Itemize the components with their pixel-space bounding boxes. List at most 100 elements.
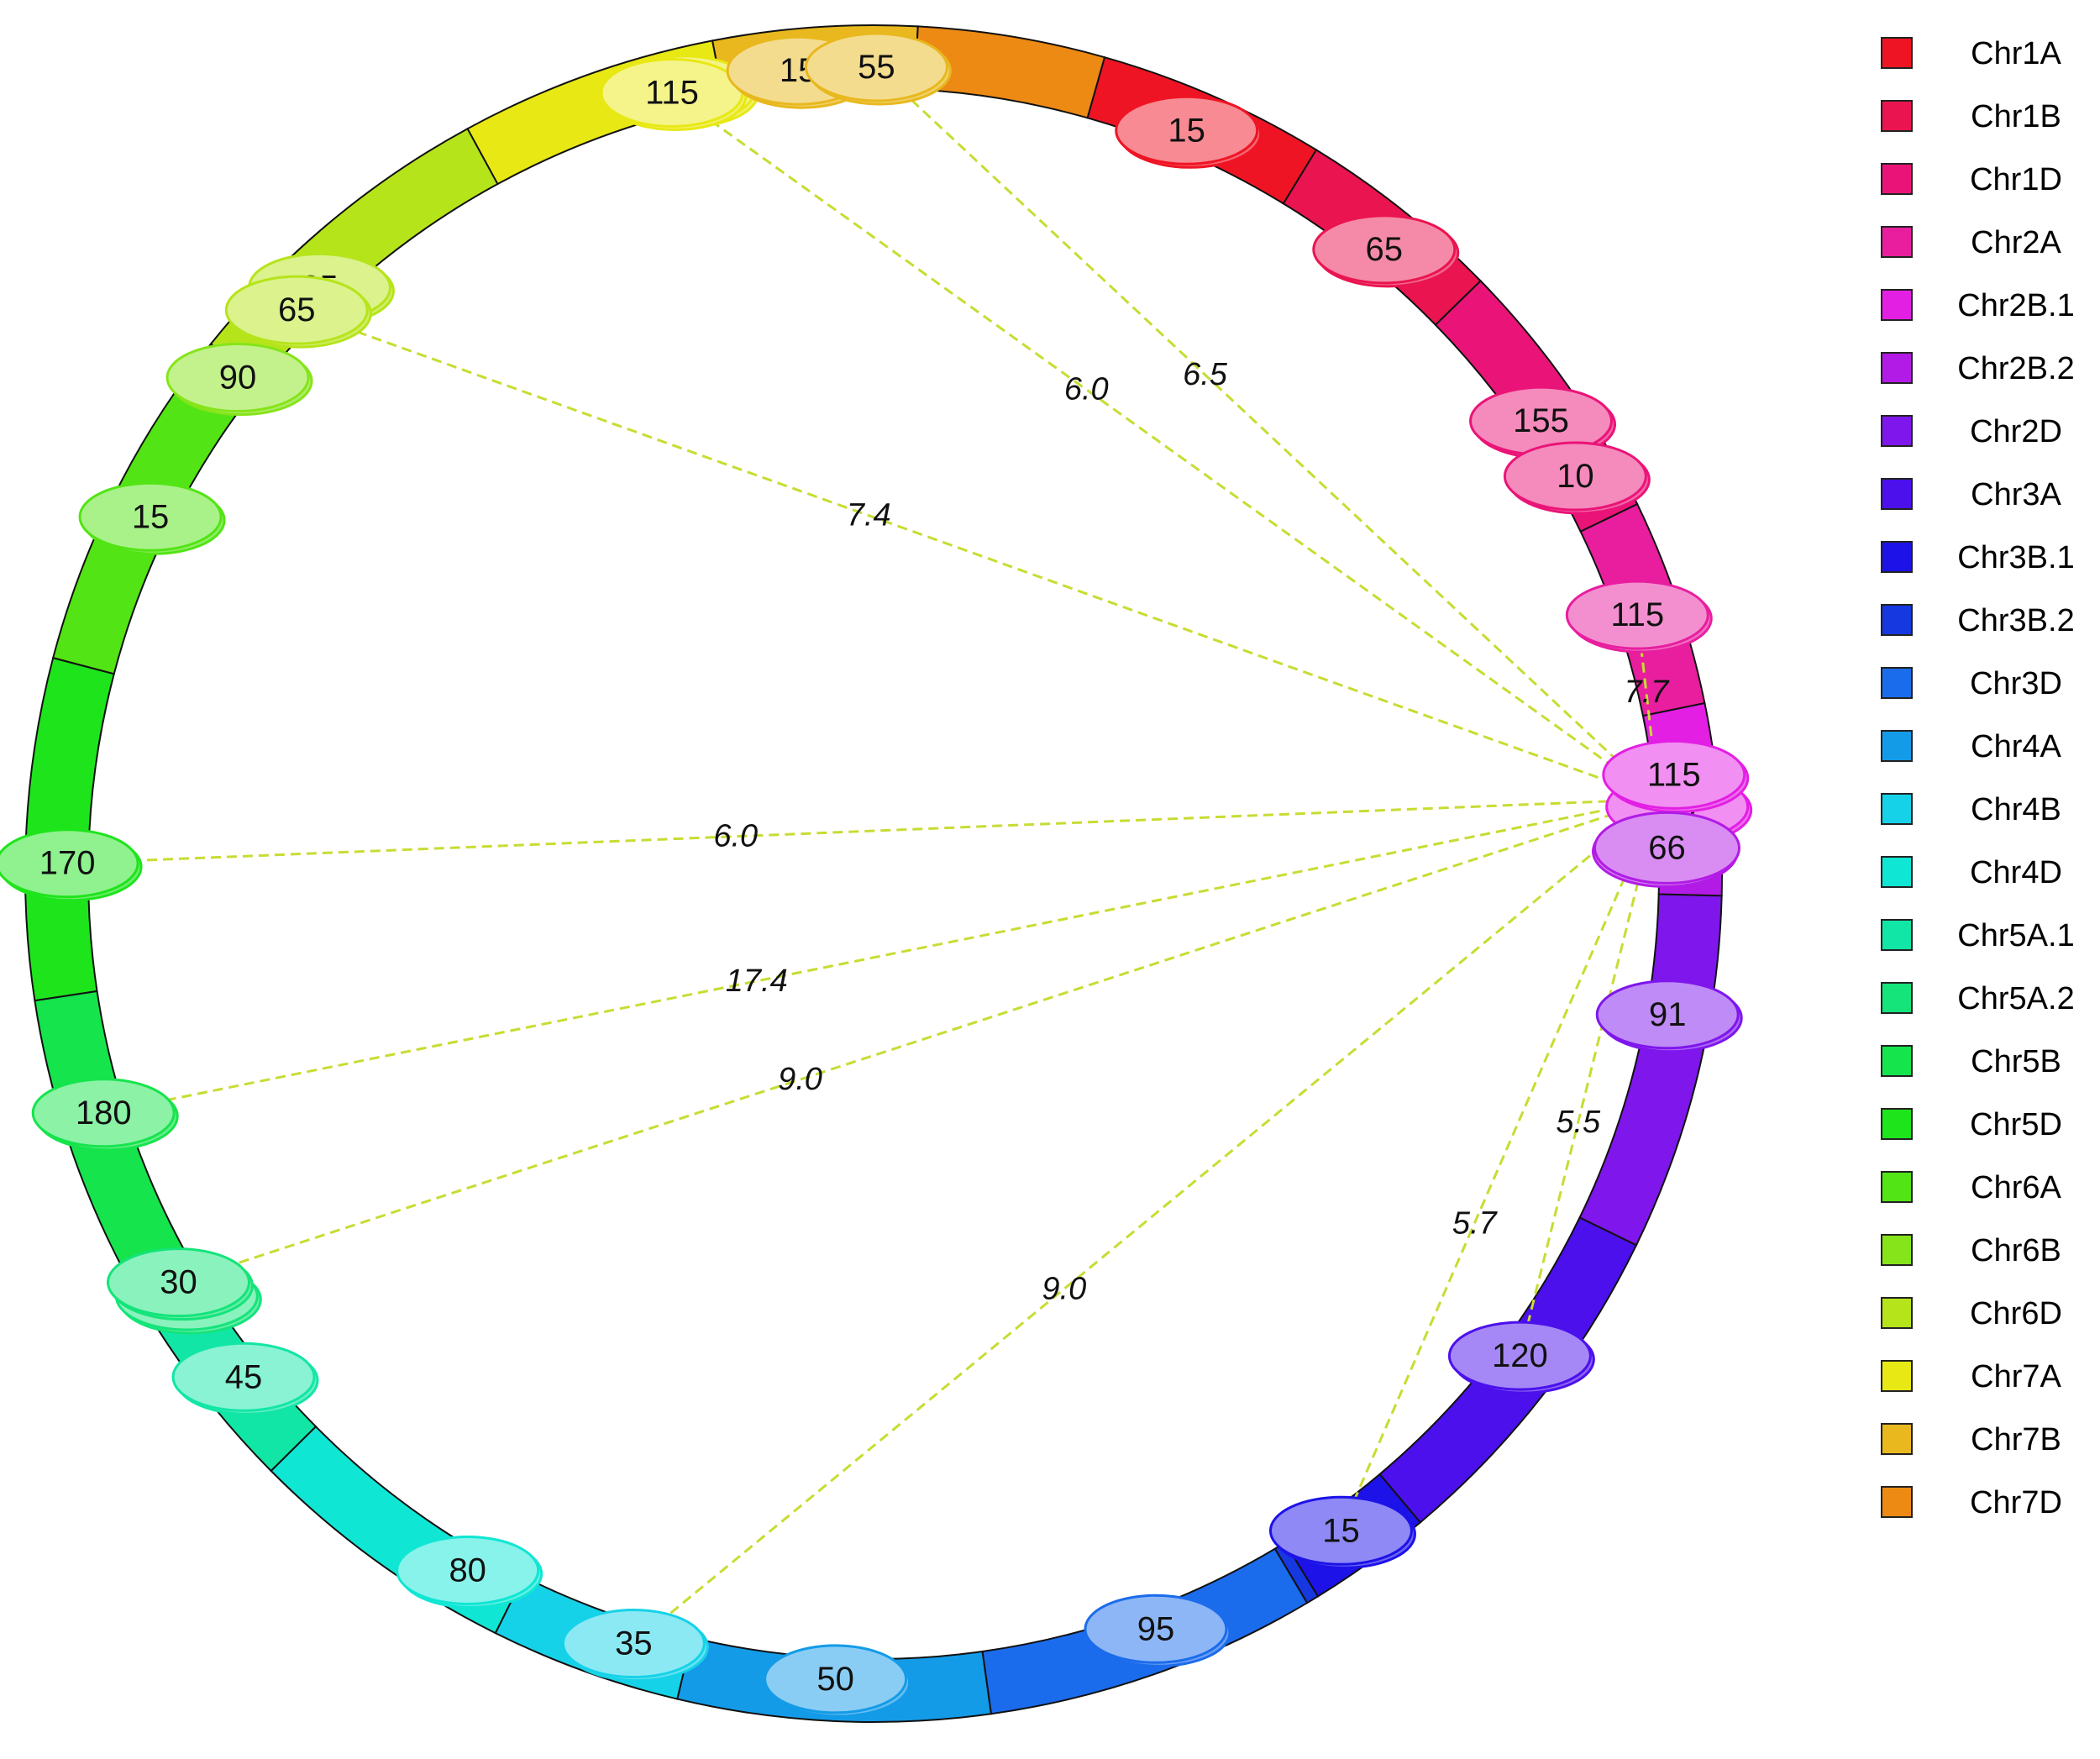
legend-label: Chr1B [1971,99,2061,134]
legend-label: Chr2D [1970,414,2062,449]
link-value-label: 9.0 [1042,1271,1086,1306]
legend-item: Chr4D [1881,855,2062,890]
legend-label: Chr2A [1971,225,2061,260]
marker-node-ellipse [171,1342,316,1412]
marker-node: 80 [396,1535,543,1609]
marker-node: 55 [804,32,952,106]
legend-label: Chr1A [1971,36,2061,71]
legend-item: Chr5B [1881,1044,2061,1079]
marker-node-ellipse [1503,441,1647,512]
marker-node-label: 15 [132,498,170,535]
link-line [102,797,1659,1115]
link-value-label: 7.7 [1624,675,1670,710]
legend-swatch [1881,352,1913,384]
link-line [1340,798,1660,1531]
marker-node: 15 [1268,1495,1416,1569]
legend-swatch [1881,856,1913,888]
legend-item: Chr4B [1881,792,2061,827]
legend-item: Chr1A [1881,36,2062,71]
legend-item: Chr3A [1881,477,2062,512]
link-lines [67,66,1676,1645]
legend-swatch [1881,1423,1913,1455]
link-line [67,797,1659,865]
legend-swatch [1881,1171,1913,1203]
legend-item: Chr7B [1881,1422,2061,1457]
link-value-label: 6.5 [1183,357,1228,392]
marker-node: 91 [1595,979,1743,1053]
marker-node-label: 155 [1513,402,1569,439]
marker-node: 115 [1602,739,1750,813]
legend-swatch [1881,982,1913,1014]
marker-node: 50 [764,1644,911,1718]
marker-node-label: 10 [1557,458,1594,495]
legend-item: Chr2A [1881,225,2062,260]
legend-label: Chr5D [1970,1107,2062,1142]
legend-swatch [1881,919,1913,951]
legend-item: Chr2B.1 [1881,288,2075,323]
marker-node-label: 180 [76,1095,132,1132]
legend-label: Chr7A [1971,1359,2061,1394]
marker-node-ellipse [165,343,310,413]
legend-label: Chr6B [1971,1233,2061,1268]
legend-label: Chr1D [1970,162,2062,197]
legend-item: Chr1D [1881,162,2062,197]
hub-node-label: 66 [1648,829,1686,866]
link-line [875,66,1660,801]
marker-node: 15 [78,481,226,555]
legend-item: Chr5A.1 [1881,918,2075,953]
legend: Chr1A Chr1B Chr1D Chr2A Chr2B.1 Chr2B.2 Chr2D C… [1881,36,2075,1520]
marker-node-ellipse [0,828,139,899]
legend-swatch [1881,289,1913,321]
legend-item: Chr5A.2 [1881,981,2075,1016]
legend-swatch [1881,415,1913,447]
marker-node-ellipse [224,275,369,345]
marker-nodes: 1565155101157511591120159550358045503018… [0,32,1753,1718]
marker-node: 65 [1312,214,1460,288]
marker-node-label: 50 [816,1661,854,1698]
marker-node-ellipse [804,32,948,102]
legend-item: Chr3B.2 [1881,603,2075,638]
legend-item: Chr7D [1881,1485,2062,1520]
legend-item: Chr2B.2 [1881,351,2075,386]
legend-swatch [1881,1234,1913,1266]
marker-node: 30 [106,1247,254,1321]
marker-node-ellipse [1115,95,1259,165]
legend-label: Chr3A [1971,477,2061,512]
legend-label: Chr3D [1970,666,2062,701]
marker-node-label: 91 [1649,996,1687,1033]
legend-item: Chr1B [1881,99,2061,134]
hub-node: 66 [1592,811,1741,888]
ring-segment-chr7d [913,25,1106,119]
marker-node-label: 170 [39,845,96,882]
legend-item: Chr6A [1881,1170,2062,1205]
link-line [296,308,1660,801]
link-value-label: 7.4 [847,498,891,533]
legend-label: Chr4D [1970,855,2062,890]
marker-node-ellipse [106,1247,250,1318]
marker-node: 115 [600,57,748,131]
link-line [671,92,1660,801]
marker-node-label: 35 [615,1625,653,1662]
legend-label: Chr2B.1 [1957,288,2074,323]
marker-node-label: 55 [858,49,895,86]
legend-swatch [1881,1045,1913,1077]
marker-node-ellipse [78,481,223,552]
marker-node-ellipse [1084,1594,1228,1664]
marker-node: 155 [1469,386,1617,459]
marker-node-label: 65 [1366,231,1404,268]
legend-label: Chr4B [1971,792,2061,827]
marker-node-ellipse [396,1535,540,1605]
marker-node-ellipse [764,1644,908,1714]
marker-node: 180 [31,1078,179,1152]
marker-node: 120 [1447,1321,1595,1394]
marker-node: 170 [0,828,143,902]
legend-item: Chr6B [1881,1233,2061,1268]
marker-node: 65 [224,275,372,349]
marker-node-label: 65 [278,291,316,328]
legend-swatch [1881,100,1913,132]
legend-swatch [1881,1486,1913,1518]
legend-item: Chr3B.1 [1881,540,2075,575]
legend-label: Chr4A [1971,729,2061,764]
legend-swatch [1881,163,1913,195]
marker-node-ellipse [1268,1495,1413,1566]
